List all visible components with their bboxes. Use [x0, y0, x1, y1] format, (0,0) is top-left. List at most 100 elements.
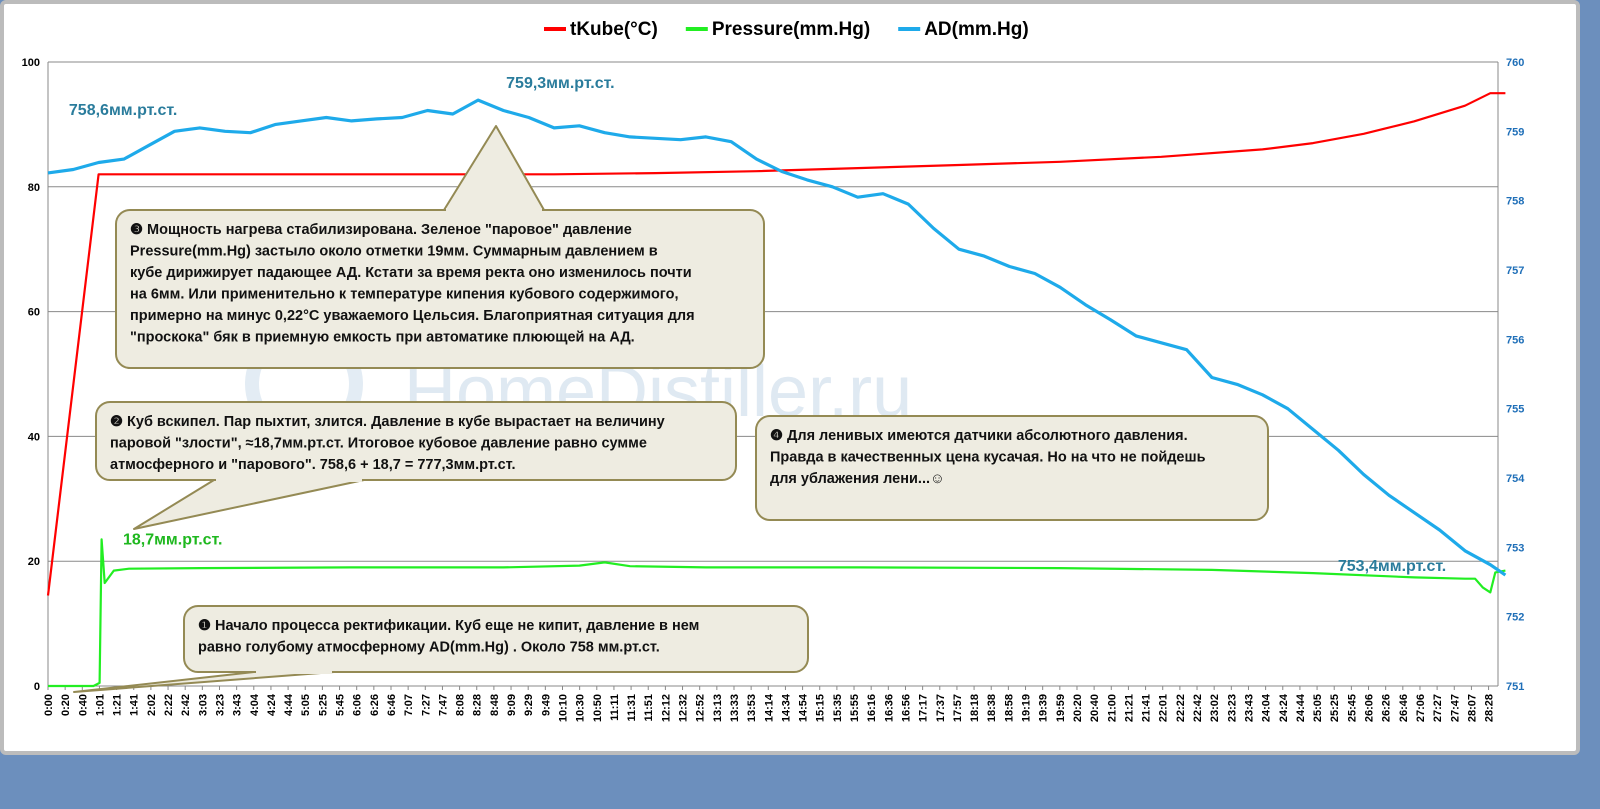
- x-tick-label: 10:10: [557, 694, 569, 722]
- marker-label: 758,6мм.рт.ст.: [69, 102, 177, 119]
- y-left-tick-label: 100: [22, 57, 40, 69]
- callout-box: [755, 415, 1269, 521]
- x-tick-label: 0:20: [60, 694, 72, 716]
- x-tick-label: 18:58: [1003, 694, 1015, 722]
- x-tick-label: 27:27: [1432, 694, 1444, 722]
- callout-line: Pressure(mm.Hg) застыло около отметки 19…: [130, 244, 658, 260]
- x-tick-label: 6:06: [352, 694, 364, 716]
- callout-tail: [443, 125, 545, 211]
- x-tick-label: 24:04: [1261, 693, 1273, 722]
- marker-label: 759,3мм.рт.ст.: [506, 75, 614, 92]
- y-right-tick-label: 755: [1506, 404, 1524, 416]
- x-tick-label: 3:43: [232, 694, 244, 716]
- x-tick-label: 27:06: [1415, 694, 1427, 722]
- x-tick-label: 8:48: [489, 694, 501, 716]
- x-tick-label: 12:12: [660, 694, 672, 722]
- y-right-tick-label: 760: [1506, 57, 1524, 69]
- series-line: [46, 92, 1506, 596]
- x-tick-label: 27:47: [1449, 694, 1461, 722]
- x-tick-label: 1:21: [112, 694, 124, 716]
- y-left-tick-label: 40: [28, 431, 40, 443]
- x-tick-label: 13:33: [729, 694, 741, 722]
- x-tick-label: 23:02: [1209, 694, 1221, 722]
- x-tick-label: 18:38: [986, 694, 998, 722]
- x-tick-label: 10:50: [592, 694, 604, 722]
- x-tick-label: 25:25: [1329, 694, 1341, 722]
- x-tick-label: 16:56: [900, 694, 912, 722]
- y-left-tick-label: 0: [34, 681, 40, 693]
- y-right-tick-label: 756: [1506, 334, 1524, 346]
- callout-line: ❷ Куб вскипел. Пар пыхтит, злится. Давле…: [110, 414, 665, 430]
- x-tick-label: 22:01: [1158, 694, 1170, 722]
- y-right-tick-label: 753: [1506, 542, 1524, 554]
- x-tick-label: 11:11: [609, 694, 621, 721]
- x-tick-label: 12:32: [678, 694, 690, 722]
- x-tick-label: 1:41: [129, 694, 141, 716]
- x-tick-label: 7:07: [403, 694, 415, 716]
- y-left-tick-label: 80: [28, 182, 40, 194]
- x-tick-label: 1:01: [94, 694, 106, 716]
- x-tick-label: 16:16: [866, 694, 878, 722]
- y-right-tick-label: 752: [1506, 612, 1524, 624]
- y-right-tick-label: 757: [1506, 265, 1524, 277]
- x-tick-label: 9:49: [540, 694, 552, 716]
- x-tick-label: 19:19: [1021, 694, 1033, 722]
- x-tick-label: 14:34: [780, 693, 792, 722]
- callout-line: равно голубому атмосферному AD(mm.Hg) . …: [198, 640, 660, 656]
- callout-tail: [73, 671, 335, 693]
- x-tick-label: 17:37: [935, 694, 947, 722]
- x-tick-label: 7:27: [420, 694, 432, 716]
- x-tick-label: 5:45: [335, 694, 347, 716]
- y-right-tick-label: 759: [1506, 126, 1524, 138]
- x-tick-label: 6:26: [369, 694, 381, 716]
- callout-line: паровой "злости", ≈18,7мм.рт.ст. Итогово…: [110, 436, 647, 452]
- x-tick-label: 8:08: [455, 694, 467, 716]
- x-tick-label: 3:03: [197, 694, 209, 716]
- x-tick-label: 15:35: [832, 694, 844, 722]
- chart-svg: HomeDistiller.ru020406080100751752753754…: [22, 19, 1526, 722]
- y-left-tick-label: 20: [28, 556, 40, 568]
- chart-frame: HomeDistiller.ru 0 20 40 60 80 100 751 752 753 754…: [0, 0, 1580, 755]
- x-tick-label: 26:26: [1381, 694, 1393, 722]
- callout-line: кубе дирижирует падающее АД. Кстати за в…: [130, 265, 692, 281]
- x-tick-label: 6:46: [386, 694, 398, 716]
- x-tick-label: 0:40: [77, 694, 89, 716]
- callout-line: для ублажения лени...☺: [770, 471, 945, 487]
- x-tick-label: 8:28: [472, 694, 484, 716]
- x-tick-label: 0:00: [43, 694, 55, 716]
- callout-box: [115, 209, 765, 369]
- x-tick-label: 17:57: [952, 694, 964, 722]
- y-right-tick-label: 758: [1506, 196, 1524, 208]
- x-tick-label: 14:14: [763, 693, 775, 722]
- x-tick-label: 2:42: [180, 694, 192, 716]
- x-tick-label: 9:09: [506, 694, 518, 716]
- x-tick-label: 13:53: [746, 694, 758, 722]
- x-tick-label: 20:40: [1089, 694, 1101, 722]
- callout-box: [95, 401, 737, 481]
- series-line: [48, 538, 1506, 688]
- x-tick-label: 17:17: [918, 694, 930, 722]
- x-tick-label: 26:06: [1364, 694, 1376, 722]
- x-tick-label: 23:43: [1243, 694, 1255, 722]
- marker-label: 753,4мм.рт.ст.: [1338, 558, 1446, 575]
- x-tick-label: 7:47: [437, 694, 449, 716]
- y-left-tick-label: 60: [28, 307, 40, 319]
- x-tick-label: 28:07: [1466, 694, 1478, 722]
- callout-line: ❶ Начало процесса ректификации. Куб еще …: [198, 618, 699, 634]
- x-tick-label: 15:15: [815, 694, 827, 722]
- x-tick-label: 21:21: [1123, 694, 1135, 722]
- x-tick-label: 21:41: [1141, 694, 1153, 722]
- x-tick-label: 5:05: [300, 694, 312, 716]
- x-tick-label: 16:36: [883, 694, 895, 722]
- x-tick-label: 25:45: [1346, 694, 1358, 722]
- x-tick-label: 15:55: [849, 694, 861, 722]
- x-tick-label: 19:59: [1055, 694, 1067, 722]
- x-tick-label: 9:29: [523, 694, 535, 716]
- x-tick-label: 2:02: [146, 694, 158, 716]
- x-tick-label: 24:44: [1295, 693, 1307, 722]
- x-tick-label: 11:31: [626, 694, 638, 722]
- x-tick-label: 24:24: [1278, 693, 1290, 722]
- x-tick-label: 18:18: [969, 694, 981, 722]
- y-right-tick-label: 754: [1506, 473, 1525, 485]
- x-tick-label: 10:30: [575, 694, 587, 722]
